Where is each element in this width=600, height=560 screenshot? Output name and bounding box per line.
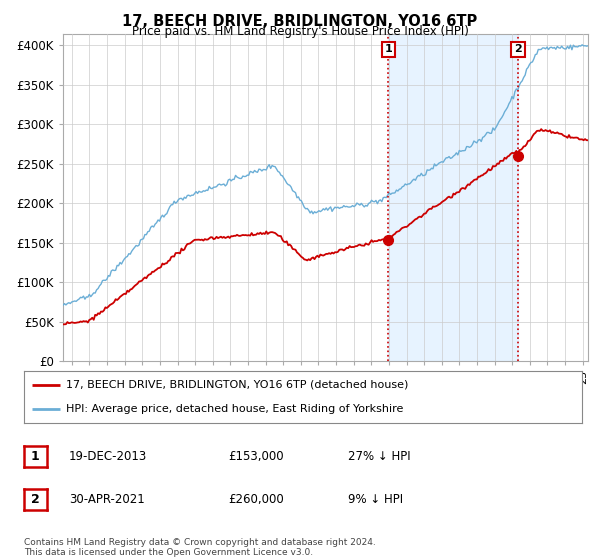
- Text: 1: 1: [31, 450, 40, 463]
- Text: £153,000: £153,000: [228, 450, 284, 463]
- Text: Contains HM Land Registry data © Crown copyright and database right 2024.
This d: Contains HM Land Registry data © Crown c…: [24, 538, 376, 557]
- Text: 1: 1: [385, 44, 392, 54]
- Text: Price paid vs. HM Land Registry's House Price Index (HPI): Price paid vs. HM Land Registry's House …: [131, 25, 469, 38]
- Text: 9% ↓ HPI: 9% ↓ HPI: [348, 493, 403, 506]
- Bar: [388, 34, 518, 361]
- Text: 17, BEECH DRIVE, BRIDLINGTON, YO16 6TP: 17, BEECH DRIVE, BRIDLINGTON, YO16 6TP: [122, 14, 478, 29]
- Text: £260,000: £260,000: [228, 493, 284, 506]
- Text: 2: 2: [514, 44, 522, 54]
- Text: HPI: Average price, detached house, East Riding of Yorkshire: HPI: Average price, detached house, East…: [66, 404, 403, 414]
- Text: 30-APR-2021: 30-APR-2021: [69, 493, 145, 506]
- Text: 19-DEC-2013: 19-DEC-2013: [69, 450, 147, 463]
- Text: 27% ↓ HPI: 27% ↓ HPI: [348, 450, 410, 463]
- Text: 17, BEECH DRIVE, BRIDLINGTON, YO16 6TP (detached house): 17, BEECH DRIVE, BRIDLINGTON, YO16 6TP (…: [66, 380, 408, 390]
- Text: 2: 2: [31, 493, 40, 506]
